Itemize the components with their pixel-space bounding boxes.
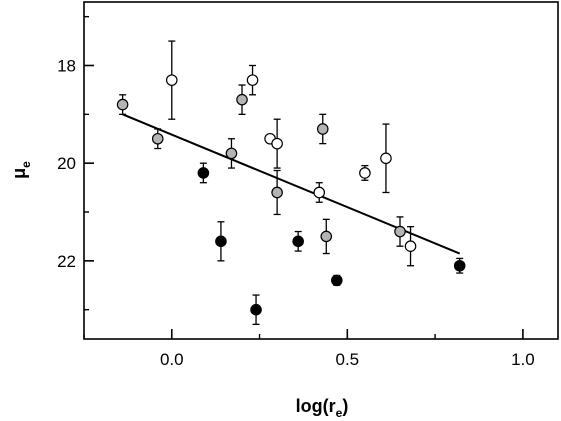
data-point-open-circle [359,167,371,179]
x-axis-title: log(re) [296,396,349,420]
data-point-open-circle [404,240,417,253]
data-point-open-circle [165,74,178,86]
data-point-gray-circle [236,93,248,106]
fit-line [122,113,461,255]
y-tick-label: 18 [57,56,76,75]
x-axis-title-main: log(r [296,396,336,416]
data-point-open-circle [246,74,259,86]
axis-tick-labels: 0.0 0.5 1.0 18 20 22 [57,56,535,369]
data-point-gray-circle [316,123,329,135]
data-point-gray-circle [271,186,283,199]
data-point-filled-circle [215,235,227,248]
x-tick-label: 1.0 [511,350,535,369]
fit-line-group [122,113,461,255]
y-tick-label: 22 [57,252,76,271]
data-point-gray-circle [225,147,238,160]
y-axis-title-subscript: e [19,161,33,168]
data-point-filled-circle [292,235,304,248]
data-point-filled-circle [453,259,466,272]
data-points [116,40,466,325]
x-tick-label: 0.0 [160,350,184,369]
x-axis-title-subscript: e [336,406,343,420]
data-point-open-circle [380,152,392,165]
data-point-gray-circle [116,98,129,111]
y-axis-title: μe [9,161,33,179]
axis-ticks [83,15,524,339]
x-tick-label: 0.5 [336,350,360,369]
y-axis-title-main: μ [9,168,29,179]
data-point-filled-circle [250,303,262,316]
data-point-open-circle [271,137,283,150]
x-axis-title-close: ) [342,396,348,416]
data-point-gray-circle [320,230,333,243]
data-point-open-circle [313,186,326,199]
data-point-gray-circle [394,225,406,238]
data-point-filled-circle [197,167,210,179]
y-tick-label: 20 [57,154,76,173]
data-point-gray-circle [151,132,164,145]
plot-frame [83,1,559,340]
data-point-filled-circle [330,274,343,287]
